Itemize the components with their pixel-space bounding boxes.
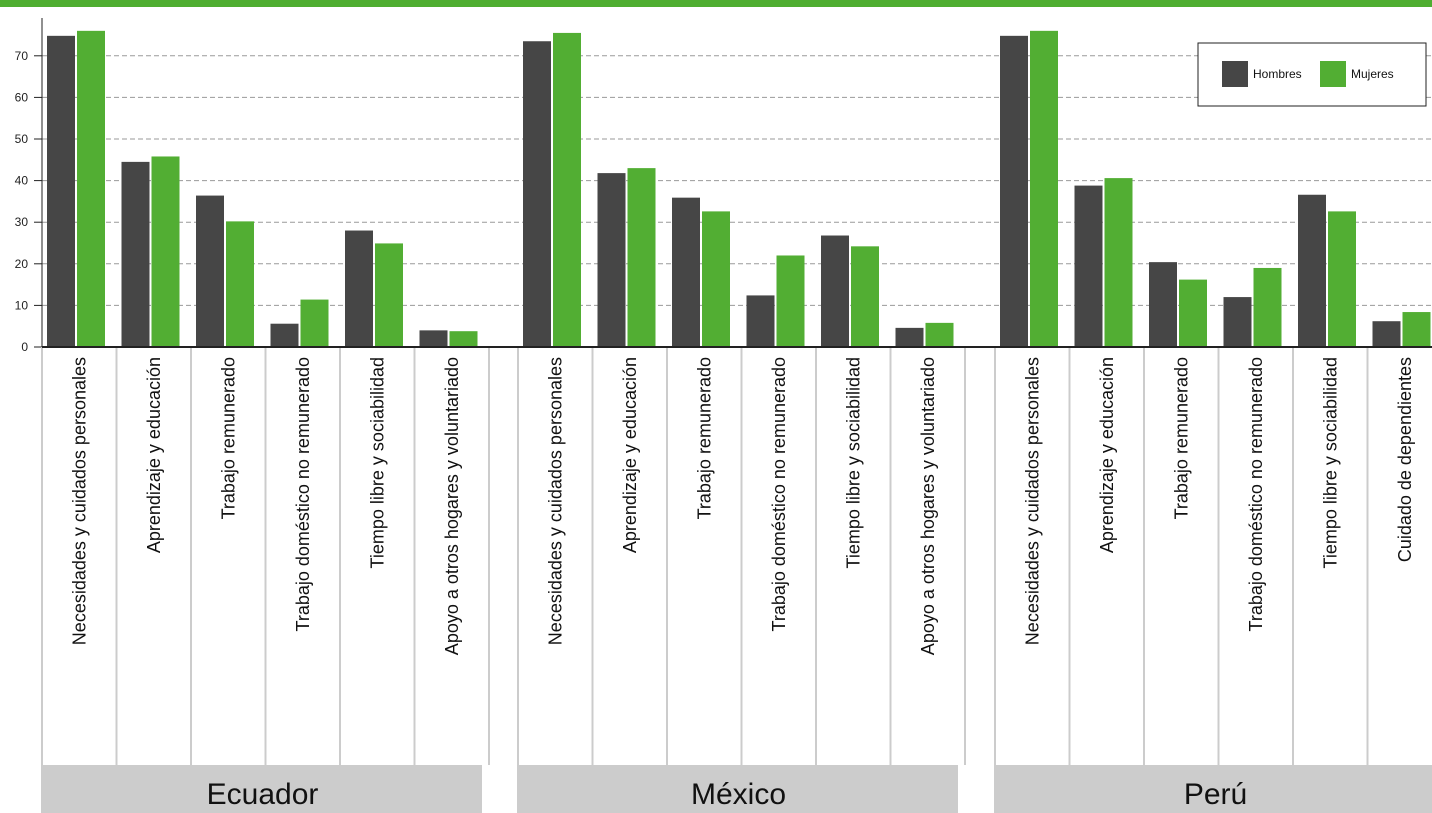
country-band	[994, 765, 1432, 813]
country-label: México	[691, 778, 786, 811]
country-label: Perú	[1184, 778, 1247, 811]
country-band	[41, 765, 482, 813]
bar-mujeres	[627, 168, 656, 347]
bar-mujeres	[226, 221, 254, 347]
bar-mujeres	[1402, 312, 1431, 347]
bar-hombres	[672, 197, 700, 347]
bar-hombres	[1223, 297, 1252, 347]
category-label: Apoyo a otros hogares y voluntariado	[918, 357, 938, 655]
bar-mujeres	[851, 246, 879, 347]
category-label: Tiempo libre y sociabilidad	[1320, 357, 1340, 568]
bar-mujeres	[1104, 178, 1133, 347]
legend-label-hombres: Hombres	[1253, 67, 1302, 81]
category-label: Aprendizaje y educación	[144, 357, 164, 553]
category-label: Cuidado de dependientes	[1395, 357, 1415, 562]
bar-hombres	[597, 173, 626, 347]
country-group: Necesidades y cuidados personales Aprendi…	[41, 30, 490, 813]
bar-hombres	[821, 235, 849, 347]
accent-top-bar	[0, 0, 1432, 7]
bar-hombres	[1000, 35, 1028, 347]
bar-hombres	[1149, 262, 1177, 347]
bar-hombres	[47, 35, 75, 347]
bar-mujeres	[925, 322, 954, 347]
y-tick-label: 10	[15, 298, 29, 312]
y-tick-label: 30	[15, 215, 29, 229]
bar-mujeres	[702, 211, 730, 347]
category-label: Apoyo a otros hogares y voluntariado	[442, 357, 462, 655]
bar-hombres	[746, 295, 775, 347]
bar-mujeres	[1253, 267, 1282, 347]
category-label: Trabajo doméstico no remunerado	[769, 357, 789, 631]
y-tick-label: 40	[15, 174, 29, 188]
category-label: Necesidades y cuidados personales	[69, 357, 89, 645]
bar-hombres	[345, 230, 373, 347]
category-label: Trabajo remunerado	[218, 357, 238, 519]
y-tick-label: 50	[15, 132, 29, 146]
bar-hombres	[1372, 321, 1401, 347]
bar-mujeres	[375, 243, 403, 347]
y-tick-label: 60	[15, 90, 29, 104]
category-label: Trabajo remunerado	[1171, 357, 1191, 519]
bar-mujeres	[449, 331, 478, 347]
legend: Hombres Mujeres	[1197, 42, 1427, 107]
category-label: Necesidades y cuidados personales	[545, 357, 565, 645]
category-label: Necesidades y cuidados personales	[1022, 357, 1042, 645]
country-label: Ecuador	[207, 778, 319, 811]
category-label: Aprendizaje y educación	[1097, 357, 1117, 553]
bar-mujeres	[1328, 211, 1356, 347]
category-label: Tiempo libre y sociabilidad	[843, 357, 863, 568]
bar-hombres	[270, 323, 299, 347]
y-tick-label: 20	[15, 257, 29, 271]
bar-hombres	[121, 161, 150, 347]
category-label: Trabajo doméstico no remunerado	[293, 357, 313, 631]
bar-hombres	[196, 195, 224, 347]
country-group: Necesidades y cuidados personales Aprendi…	[517, 32, 966, 813]
country-group: Necesidades y cuidados personales Aprendi…	[994, 30, 1432, 813]
bar-mujeres	[151, 156, 180, 347]
bar-mujeres	[300, 299, 329, 347]
bar-mujeres	[1030, 30, 1058, 348]
country-band	[517, 765, 958, 813]
bar-hombres	[419, 330, 448, 347]
bar-mujeres	[553, 32, 581, 348]
y-tick-label: 70	[15, 49, 29, 63]
bar-hombres	[1298, 194, 1326, 347]
y-tick-label: 0	[21, 340, 28, 354]
bar-mujeres	[1179, 279, 1207, 347]
category-label: Tiempo libre y sociabilidad	[367, 357, 387, 568]
legend-swatch-hombres	[1222, 61, 1248, 87]
category-label: Trabajo doméstico no remunerado	[1246, 357, 1266, 631]
category-label: Trabajo remunerado	[694, 357, 714, 519]
legend-swatch-mujeres	[1320, 61, 1346, 87]
bar-hombres	[1074, 185, 1103, 347]
bar-hombres	[523, 41, 551, 348]
bar-hombres	[895, 327, 924, 347]
category-label: Aprendizaje y educación	[620, 357, 640, 553]
bar-mujeres	[77, 30, 105, 348]
bar-mujeres	[776, 255, 805, 347]
legend-label-mujeres: Mujeres	[1351, 67, 1394, 81]
gridlines: 0 10 20 30 40 50 60 70	[15, 49, 1432, 354]
